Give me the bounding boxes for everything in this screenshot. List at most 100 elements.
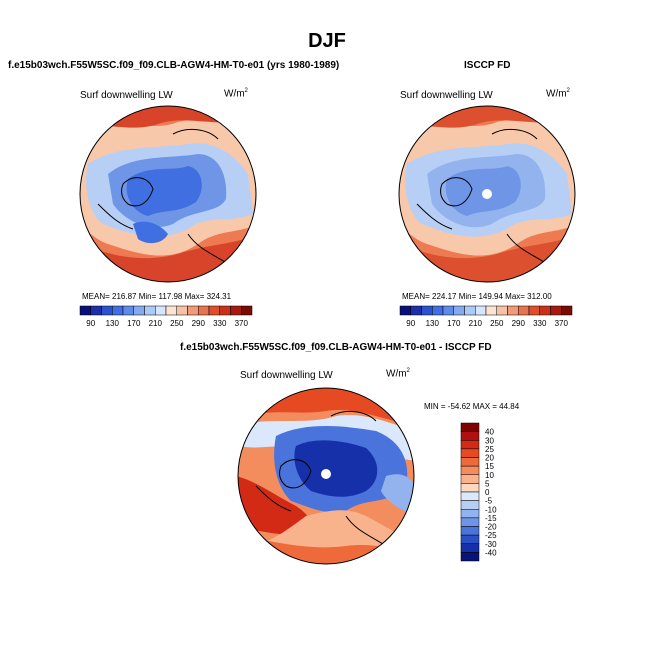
model-colorbar-swatch: [230, 305, 242, 316]
obs-colorbar-tick-label: 90: [406, 319, 415, 328]
diff-colorbar-swatch: [460, 517, 480, 527]
diff-colorbar-swatch: [460, 474, 480, 484]
obs-colorbar-swatch: [528, 305, 540, 316]
model-colorbar-swatch: [219, 305, 231, 316]
model-colorbar-swatch: [187, 305, 199, 316]
obs-colorbar: 90 130 170 210 250 290 330 370: [399, 305, 573, 328]
obs-colorbar-swatch: [485, 305, 497, 316]
diff-colorbar-swatch: [460, 483, 480, 493]
diff-colorbar-tick-label: -40: [485, 548, 497, 557]
obs-colorbar-tick-label: 130: [426, 319, 440, 328]
obs-colorbar-swatch: [475, 305, 487, 316]
model-colorbar-swatch: [198, 305, 210, 316]
obs-colorbar-swatch: [561, 305, 573, 316]
obs-units-label: W/m2: [546, 88, 570, 100]
diff-colorbar-tick-label: -30: [485, 540, 497, 549]
figure-title: DJF: [308, 30, 346, 52]
diff-colorbar-tick-label: 10: [485, 471, 494, 480]
diff-colorbar-swatch: [460, 448, 480, 458]
model-colorbar-swatch: [241, 305, 253, 316]
obs-colorbar-swatch: [496, 305, 508, 316]
diff-colorbar-swatch: [460, 526, 480, 536]
obs-colorbar-swatch: [410, 305, 422, 316]
obs-colorbar-tick-label: 370: [555, 319, 569, 328]
model-colorbar-swatch: [79, 305, 91, 316]
obs-colorbar-swatch: [399, 305, 411, 316]
diff-colorbar-tick-label: -10: [485, 505, 497, 514]
obs-pole-mask: [482, 189, 492, 199]
obs-colorbar-swatch: [421, 305, 433, 316]
diff-pole-mask: [321, 469, 331, 479]
diff-colorbar-tick-label: -15: [485, 514, 497, 523]
obs-colorbar-tick-label: 250: [490, 319, 504, 328]
obs-polar-map: [398, 105, 576, 283]
diff-colorbar-tick-label: 40: [485, 428, 494, 437]
diff-colorbar-swatch: [460, 457, 480, 467]
model-colorbar-swatch: [112, 305, 124, 316]
diff-colorbar-tick-label: 5: [485, 479, 490, 488]
model-colorbar-tick-label: 250: [170, 319, 184, 328]
model-stats: MEAN= 216.87 Min= 117.98 Max= 324.31: [82, 292, 232, 301]
model-colorbar-tick-label: 370: [235, 319, 249, 328]
diff-colorbar-swatch: [460, 422, 480, 432]
model-colorbar: 90 130 170 210 250 290 330 370: [79, 305, 253, 328]
model-case-label: f.e15b03wch.F55W5SC.f09_f09.CLB-AGW4-HM-…: [8, 60, 340, 71]
diff-colorbar-swatch: [460, 465, 480, 475]
diff-colorbar-swatch: [460, 534, 480, 544]
diff-colorbar-swatch: [460, 509, 480, 519]
diff-colorbar-swatch: [460, 431, 480, 441]
obs-colorbar-tick-label: 210: [469, 319, 483, 328]
model-colorbar-tick-label: 290: [192, 319, 206, 328]
obs-variable-label: Surf downwelling LW: [400, 90, 493, 101]
diff-colorbar-tick-label: 0: [485, 488, 490, 497]
obs-colorbar-swatch: [550, 305, 562, 316]
obs-colorbar-tick-label: 290: [512, 319, 526, 328]
diff-case-label: f.e15b03wch.F55W5SC.f09_f09.CLB-AGW4-HM-…: [180, 342, 492, 353]
obs-colorbar-swatch: [432, 305, 444, 316]
obs-colorbar-tick-label: 170: [447, 319, 461, 328]
model-colorbar-swatch: [133, 305, 145, 316]
model-variable-label: Surf downwelling LW: [80, 90, 173, 101]
model-colorbar-swatch: [165, 305, 177, 316]
model-colorbar-tick-label: 330: [213, 319, 227, 328]
obs-case-label: ISCCP FD: [464, 60, 511, 71]
model-units-label: W/m2: [224, 88, 248, 100]
model-colorbar-swatch: [176, 305, 188, 316]
obs-colorbar-swatch: [442, 305, 454, 316]
model-colorbar-tick-label: 90: [86, 319, 95, 328]
diff-colorbar-tick-label: 15: [485, 462, 494, 471]
obs-colorbar-swatch: [539, 305, 551, 316]
diff-colorbar-tick-label: -20: [485, 523, 497, 532]
model-colorbar-tick-label: 130: [106, 319, 120, 328]
obs-colorbar-swatch: [518, 305, 530, 316]
diff-variable-label: Surf downwelling LW: [240, 370, 333, 381]
model-colorbar-swatch: [122, 305, 134, 316]
model-colorbar-swatch: [144, 305, 156, 316]
diff-colorbar-swatch: [460, 552, 480, 562]
obs-colorbar-swatch: [453, 305, 465, 316]
model-colorbar-tick-label: 210: [149, 319, 163, 328]
diff-colorbar-tick-label: 25: [485, 445, 494, 454]
obs-colorbar-swatch: [464, 305, 476, 316]
diff-colorbar-tick-label: -25: [485, 531, 497, 540]
diff-stats: MIN = -54.62 MAX = 44.84: [424, 402, 520, 411]
model-colorbar-swatch: [90, 305, 102, 316]
model-colorbar-tick-label: 170: [127, 319, 141, 328]
obs-stats: MEAN= 224.17 Min= 149.94 Max= 312.00: [402, 292, 552, 301]
model-colorbar-swatch: [101, 305, 113, 316]
diff-colorbar-swatch: [460, 543, 480, 553]
diff-colorbar-swatch: [460, 491, 480, 501]
obs-colorbar-swatch: [507, 305, 519, 316]
model-colorbar-swatch: [208, 305, 220, 316]
diff-colorbar-tick-label: 20: [485, 454, 494, 463]
diff-polar-map: [237, 387, 415, 565]
model-colorbar-swatch: [155, 305, 167, 316]
diff-colorbar-swatch: [460, 500, 480, 510]
diff-colorbar-tick-label: -5: [485, 497, 493, 506]
diff-units-label: W/m2: [386, 368, 410, 380]
diff-colorbar-tick-label: 30: [485, 436, 494, 445]
obs-colorbar-tick-label: 330: [533, 319, 547, 328]
model-polar-map: [79, 105, 257, 283]
diff-colorbar-swatch: [460, 440, 480, 450]
